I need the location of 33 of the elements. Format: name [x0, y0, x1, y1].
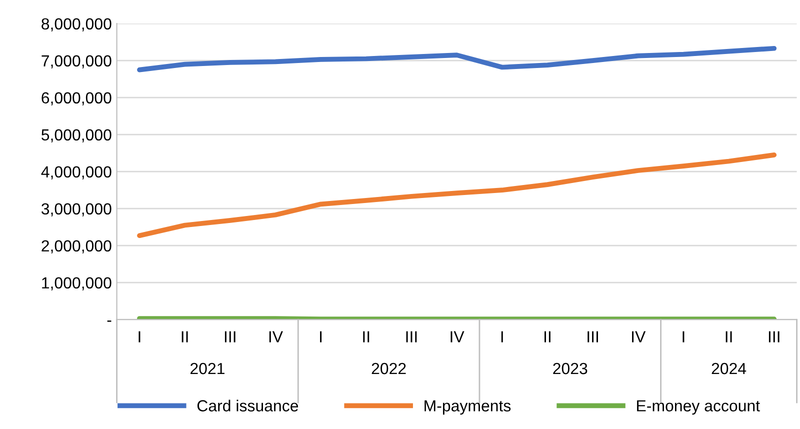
y-tick-label: 2,000,000 [42, 240, 112, 254]
line-series [137, 152, 777, 238]
x-tick-label: III [768, 331, 780, 342]
x-tick-label: IV [632, 331, 646, 342]
x-tick-label: IV [450, 331, 464, 342]
x-tick-label: II [363, 331, 370, 342]
legend-label: E-money account [637, 400, 760, 415]
legend-label: M-payments [424, 400, 511, 415]
x-tick-label: I [682, 331, 684, 342]
legend-label: Card issuance [197, 400, 298, 412]
y-tick-label: 6,000,000 [42, 92, 112, 106]
x-tick-label: I [501, 331, 503, 342]
x-tick-label: I [320, 331, 322, 342]
x-tick-label: III [224, 331, 236, 342]
x-tick-label: III [406, 331, 417, 342]
x-tick-label: II [544, 331, 550, 342]
x-tick-label: III [588, 331, 598, 342]
x-tick-label: II [726, 331, 732, 342]
y-tick-label: 5,000,000 [42, 129, 112, 142]
y-tick-label: 3,000,000 [42, 203, 112, 216]
text: 2023 [553, 362, 588, 374]
x-tick-label: I [138, 331, 140, 342]
text: 2024 [712, 362, 746, 374]
y-tick-label: - [107, 320, 112, 322]
x-tick-label: IV [269, 331, 283, 342]
y-tick-label: 8,000,000 [42, 18, 112, 32]
y-tick-label: 4,000,000 [41, 166, 112, 180]
y-tick-label: 1,000,000 [42, 277, 112, 290]
y-tick-label: 7,000,000 [42, 55, 112, 68]
x-tick-label: II [182, 331, 188, 342]
text: 2021 [190, 362, 224, 374]
line-series [137, 46, 777, 72]
text: 2022 [372, 362, 406, 374]
